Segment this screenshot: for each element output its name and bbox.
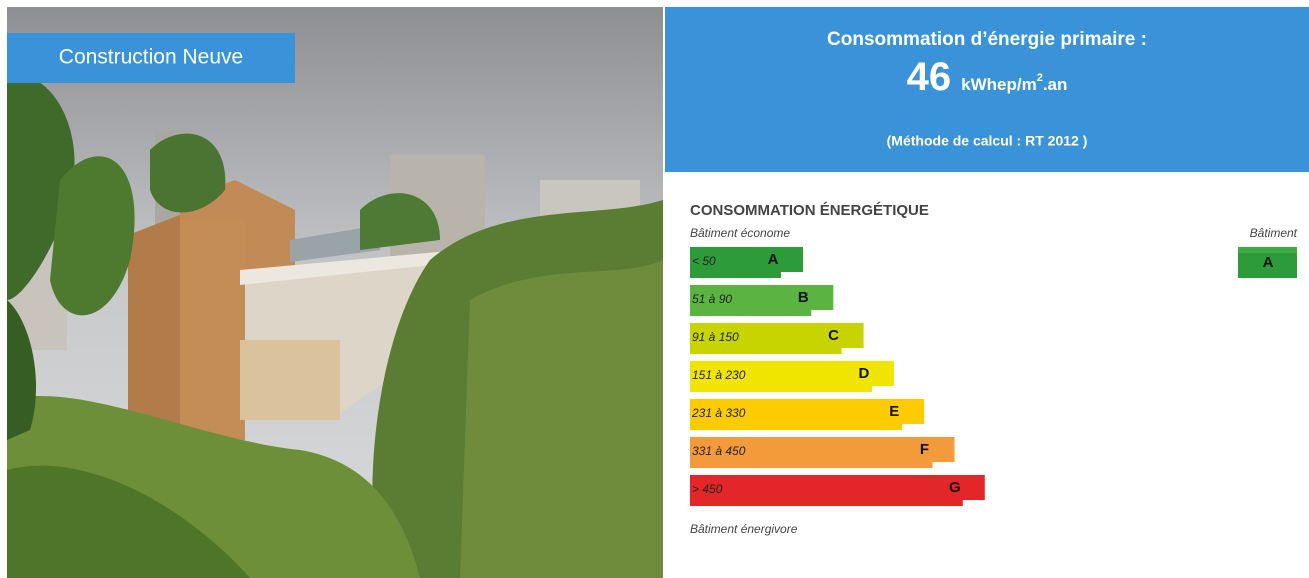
class-bar-tip (869, 361, 894, 386)
class-bar (690, 475, 963, 506)
building-caption: Bâtiment (1250, 226, 1298, 240)
class-bar (690, 323, 842, 354)
class-letter: F (920, 441, 929, 458)
class-range: 231 à 330 (691, 406, 746, 420)
panel-method: (Méthode de calcul : RT 2012 ) (887, 133, 1088, 149)
class-bar-tip (900, 399, 925, 424)
panel-unit: kWhep/m (961, 75, 1037, 94)
building-class-highlight (1238, 247, 1297, 253)
class-range: 51 à 90 (692, 292, 732, 306)
class-bar-tip (839, 323, 864, 348)
class-bar-tip (809, 285, 834, 310)
class-bar-tip (930, 437, 955, 462)
building-class: A (1263, 254, 1274, 271)
class-range: 331 à 450 (692, 444, 746, 458)
class-range: 151 à 230 (692, 368, 746, 382)
class-bar (690, 361, 872, 392)
class-bar (690, 247, 781, 278)
class-range: < 50 (692, 254, 716, 268)
class-range: > 450 (692, 482, 723, 496)
consumption-panel (665, 7, 1309, 172)
top-note: Bâtiment économe (690, 226, 790, 240)
badge-text: Construction Neuve (59, 46, 243, 69)
class-range: 91 à 150 (692, 330, 739, 344)
class-bar-tip (960, 475, 985, 500)
panel-unit-sup: 2 (1037, 72, 1043, 84)
class-bar (690, 399, 903, 430)
class-bar (690, 437, 933, 468)
class-letter: G (949, 479, 961, 496)
class-bar-tip (779, 247, 803, 272)
badge-box (7, 33, 295, 83)
photo (7, 7, 663, 578)
panel-value-line: 46 kWhep/m2.an (907, 55, 1068, 99)
label-heading: CONSOMMATION ÉNERGÉTIQUE (690, 202, 929, 219)
bottom-note: Bâtiment énergivore (690, 522, 798, 536)
class-letter: A (768, 251, 779, 268)
class-letter: E (889, 403, 899, 420)
class-bar (690, 285, 812, 316)
class-letter: D (858, 365, 869, 382)
panel-unit-suffix: .an (1043, 75, 1068, 94)
panel-value: 46 (907, 55, 952, 99)
panel-title: Consommation d’énergie primaire : (827, 29, 1147, 50)
class-letter: C (828, 327, 839, 344)
class-letter: B (798, 289, 809, 306)
